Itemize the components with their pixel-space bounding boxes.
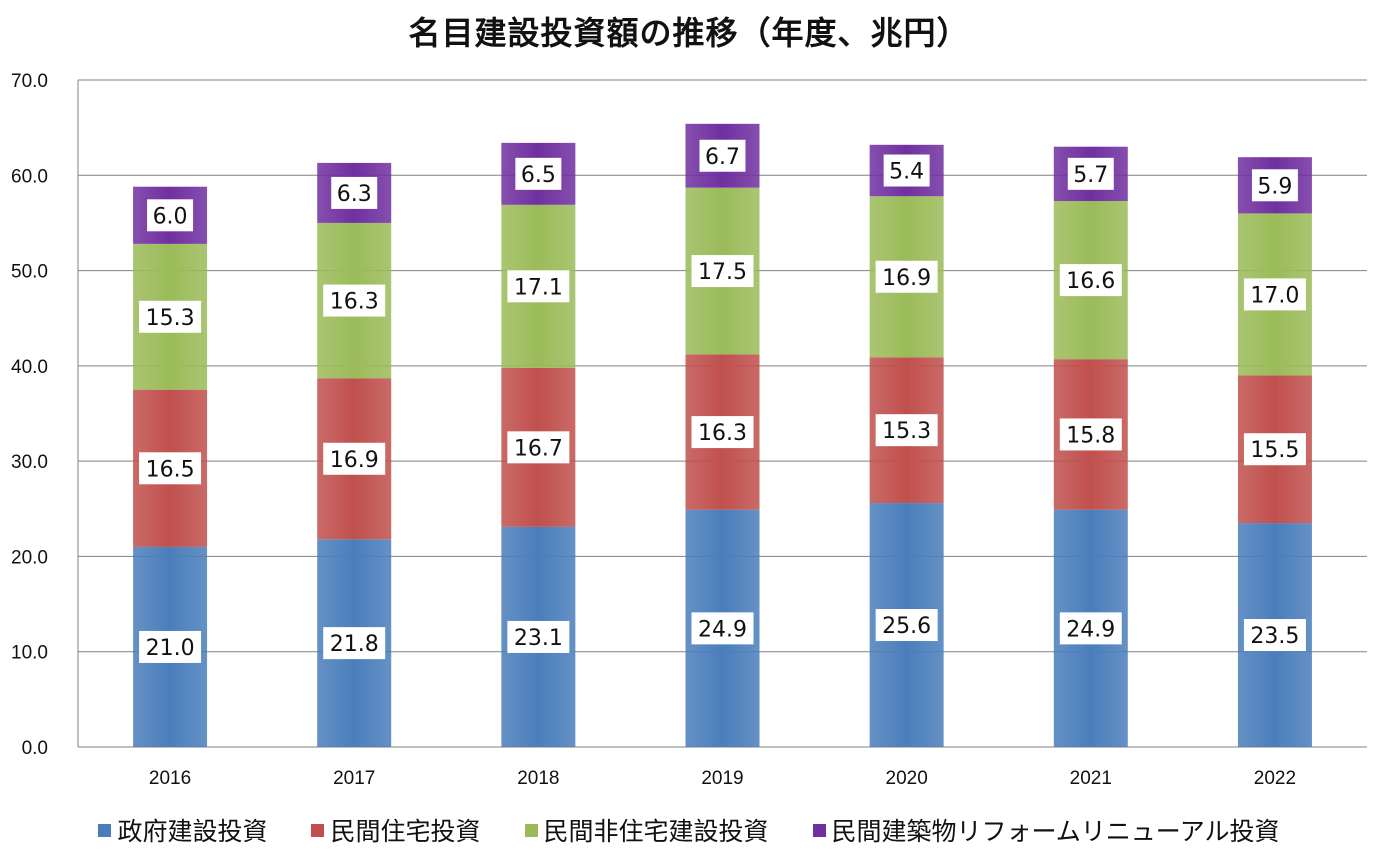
legend-swatch bbox=[812, 823, 826, 837]
data-label-box bbox=[139, 630, 202, 663]
data-label-box bbox=[507, 270, 570, 303]
data-label: 21.8 bbox=[330, 632, 379, 657]
data-label-box bbox=[139, 300, 202, 333]
data-label: 23.5 bbox=[1250, 624, 1299, 649]
legend-swatch bbox=[311, 823, 325, 837]
data-label-box bbox=[507, 431, 570, 464]
data-label-box bbox=[1059, 418, 1122, 451]
data-label-box bbox=[875, 414, 938, 447]
x-tick-label: 2021 bbox=[1070, 768, 1112, 789]
y-tick-label: 70.0 bbox=[11, 71, 48, 92]
data-label: 16.7 bbox=[514, 436, 563, 461]
data-label-box bbox=[1243, 278, 1306, 311]
data-label: 16.3 bbox=[330, 290, 379, 315]
y-tick-label: 30.0 bbox=[11, 452, 48, 473]
legend-item: 政府建設投資 bbox=[98, 812, 267, 848]
y-tick-label: 60.0 bbox=[11, 166, 48, 187]
data-label-box bbox=[699, 139, 746, 172]
data-label: 16.6 bbox=[1066, 269, 1115, 294]
legend-swatch bbox=[98, 823, 112, 837]
data-label-box bbox=[1251, 169, 1298, 202]
data-label-box bbox=[147, 199, 194, 232]
data-label: 17.1 bbox=[514, 275, 563, 300]
data-label-box bbox=[507, 620, 570, 653]
data-label-box bbox=[331, 176, 378, 209]
x-tick-label: 2016 bbox=[149, 768, 191, 789]
data-label: 15.3 bbox=[882, 419, 931, 444]
data-label-box bbox=[139, 452, 202, 485]
data-label: 25.6 bbox=[882, 614, 931, 639]
chart-title: 名目建設投資額の推移（年度、兆円） bbox=[408, 14, 970, 52]
data-label: 6.0 bbox=[153, 204, 188, 229]
data-label: 16.3 bbox=[698, 421, 747, 446]
data-label-box bbox=[883, 154, 930, 187]
data-label: 15.5 bbox=[1250, 438, 1299, 463]
data-label-box bbox=[323, 284, 386, 317]
data-label-box bbox=[691, 612, 754, 645]
x-tick-label: 2022 bbox=[1254, 768, 1296, 789]
data-label: 5.4 bbox=[889, 160, 924, 185]
data-label-box bbox=[323, 442, 386, 475]
data-label: 24.9 bbox=[1066, 617, 1115, 642]
data-label: 17.5 bbox=[698, 260, 747, 285]
y-tick-label: 10.0 bbox=[11, 643, 48, 664]
x-tick-label: 2018 bbox=[517, 768, 559, 789]
data-label: 5.7 bbox=[1073, 163, 1108, 188]
data-label: 15.8 bbox=[1066, 423, 1115, 448]
legend: 政府建設投資 民間住宅投資 民間非住宅建設投資 民間建築物リフォームリニューアル投資 bbox=[0, 812, 1378, 848]
legend-label: 民間住宅投資 bbox=[330, 817, 481, 846]
data-label-box bbox=[1243, 433, 1306, 466]
legend-label: 政府建設投資 bbox=[117, 817, 268, 846]
data-label-box bbox=[875, 609, 938, 642]
data-label-box bbox=[323, 627, 386, 660]
data-label: 15.3 bbox=[146, 306, 195, 331]
data-label: 24.9 bbox=[698, 617, 747, 642]
data-label-box bbox=[1059, 612, 1122, 645]
data-label: 6.5 bbox=[521, 163, 556, 188]
data-label-box bbox=[1243, 619, 1306, 652]
data-label: 17.0 bbox=[1250, 283, 1299, 308]
data-label-box bbox=[1067, 157, 1114, 190]
data-label-box bbox=[875, 260, 938, 293]
legend-label: 民間非住宅建設投資 bbox=[543, 817, 769, 846]
data-label: 6.3 bbox=[337, 182, 372, 207]
data-label-box bbox=[1059, 264, 1122, 297]
data-label: 16.9 bbox=[882, 266, 931, 291]
data-label: 21.0 bbox=[146, 636, 195, 661]
legend-item: 民間住宅投資 bbox=[311, 812, 481, 848]
data-label-box bbox=[515, 157, 562, 190]
data-label: 16.9 bbox=[330, 448, 379, 473]
data-label: 6.7 bbox=[705, 145, 740, 170]
y-tick-label: 0.0 bbox=[22, 738, 48, 759]
data-label: 23.1 bbox=[514, 626, 563, 651]
legend-item: 民間非住宅建設投資 bbox=[524, 812, 769, 848]
legend-swatch bbox=[524, 823, 538, 837]
data-label: 16.5 bbox=[146, 457, 195, 482]
data-label: 5.9 bbox=[1257, 174, 1292, 199]
y-tick-label: 50.0 bbox=[11, 262, 48, 283]
data-label-box bbox=[691, 416, 754, 449]
x-tick-label: 2017 bbox=[333, 768, 375, 789]
data-label-box bbox=[691, 255, 754, 288]
legend-item: 民間建築物リフォームリニューアル投資 bbox=[812, 812, 1280, 848]
y-tick-label: 40.0 bbox=[11, 357, 48, 378]
x-tick-label: 2020 bbox=[886, 768, 928, 789]
y-tick-label: 20.0 bbox=[11, 547, 48, 568]
legend-label: 民間建築物リフォームリニューアル投資 bbox=[831, 817, 1280, 846]
x-tick-label: 2019 bbox=[701, 768, 743, 789]
